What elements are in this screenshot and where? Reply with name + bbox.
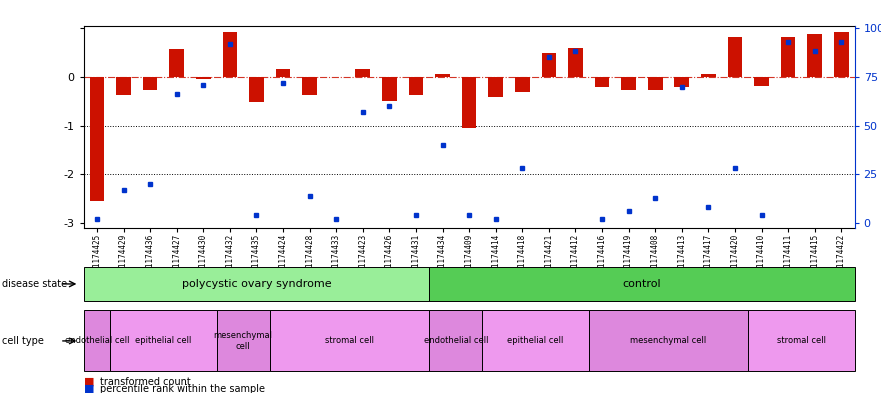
Text: epithelial cell: epithelial cell	[136, 336, 192, 345]
Bar	[488, 77, 503, 97]
Bar	[276, 69, 291, 77]
Text: control: control	[623, 279, 662, 289]
Bar	[675, 77, 689, 88]
Bar	[515, 77, 529, 92]
Bar	[223, 32, 237, 77]
Bar	[196, 77, 211, 79]
Bar	[302, 77, 317, 95]
Text: ■: ■	[84, 377, 94, 387]
Bar	[143, 77, 158, 90]
Bar	[595, 77, 610, 88]
Bar	[249, 77, 263, 102]
Bar	[648, 77, 663, 90]
Bar	[568, 48, 582, 77]
Text: mesenchymal cell: mesenchymal cell	[631, 336, 707, 345]
Bar	[728, 37, 743, 77]
Bar	[781, 37, 796, 77]
Bar	[462, 77, 477, 128]
Text: transformed count: transformed count	[100, 377, 190, 387]
Text: stromal cell: stromal cell	[777, 336, 825, 345]
Bar	[807, 34, 822, 77]
Text: endothelial cell: endothelial cell	[64, 336, 130, 345]
Text: stromal cell: stromal cell	[325, 336, 374, 345]
Text: percentile rank within the sample: percentile rank within the sample	[100, 384, 264, 393]
Bar	[754, 77, 769, 86]
Bar	[701, 74, 715, 77]
Text: endothelial cell: endothelial cell	[424, 336, 488, 345]
Bar	[834, 32, 848, 77]
Text: mesenchymal
cell: mesenchymal cell	[214, 331, 273, 351]
Bar	[382, 77, 396, 101]
Text: epithelial cell: epithelial cell	[507, 336, 564, 345]
Bar	[621, 77, 636, 90]
Text: disease state: disease state	[2, 279, 67, 289]
Bar	[169, 50, 184, 77]
Bar	[409, 77, 423, 95]
Bar	[356, 69, 370, 77]
Bar	[435, 74, 450, 77]
Bar	[116, 77, 131, 95]
Bar	[542, 53, 556, 77]
Text: cell type: cell type	[2, 336, 44, 346]
Text: ■: ■	[84, 384, 94, 393]
Bar	[90, 77, 104, 201]
Text: polycystic ovary syndrome: polycystic ovary syndrome	[181, 279, 331, 289]
